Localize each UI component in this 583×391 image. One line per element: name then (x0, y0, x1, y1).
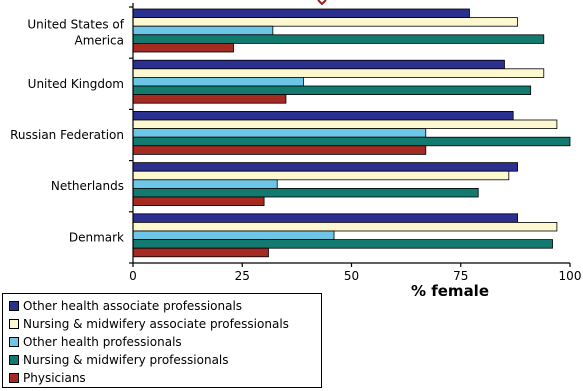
bar-4-2 (132, 170, 510, 181)
bar-1-2 (132, 17, 518, 27)
bar-5-3 (132, 230, 335, 241)
bar-4-4 (132, 187, 479, 198)
bar-4-5 (132, 196, 265, 207)
axes-group (129, 3, 571, 267)
bar-1-1 (132, 8, 470, 19)
category-labels-group: United States of America United Kingdom Rus… (10, 18, 125, 245)
legend-swatch (9, 355, 19, 365)
bar-3-1 (132, 111, 514, 121)
x-tick-label: 0 (129, 269, 137, 283)
legend-item: Physicians (9, 369, 321, 387)
x-tick-label: 50 (344, 269, 359, 283)
category-label: Netherlands (51, 179, 124, 193)
bar-4-1 (132, 162, 518, 172)
bar-3-3 (132, 128, 427, 138)
legend: Other health associate professionals Nurs… (2, 293, 322, 388)
bar-2-3 (132, 77, 304, 87)
category-label: Denmark (69, 230, 124, 244)
bar-1-4 (132, 34, 545, 44)
bar-5-2 (132, 221, 558, 232)
bar-1-5 (132, 43, 234, 53)
title-fragment-mark (317, 0, 327, 6)
bar-2-1 (132, 59, 505, 70)
legend-swatch (9, 337, 19, 347)
bar-2-4 (132, 85, 532, 96)
bar-5-5 (132, 247, 269, 258)
category-label: United Kingdom (28, 77, 124, 91)
category-label: United States of (27, 18, 124, 32)
bars-group (132, 8, 571, 258)
legend-item: Nursing & midwifery professionals (9, 351, 321, 369)
bar-5-1 (132, 213, 518, 223)
bar-3-5 (132, 145, 427, 155)
legend-swatch (9, 373, 19, 383)
legend-item: Other health associate professionals (9, 297, 321, 315)
x-tick-label: 25 (235, 269, 250, 283)
legend-label: Nursing & midwifery professionals (23, 353, 229, 367)
bar-3-2 (132, 119, 558, 130)
bar-4-3 (132, 179, 278, 189)
x-tick-labels-group: 0 25 50 75 100 (129, 269, 581, 283)
legend-label: Other health professionals (23, 335, 182, 349)
bar-5-4 (132, 239, 553, 249)
category-label: America (75, 34, 125, 48)
legend-label: Nursing & midwifery associate profession… (23, 317, 289, 331)
x-tick-label: 100 (559, 269, 582, 283)
legend-label: Physicians (23, 371, 86, 385)
bar-3-4 (132, 136, 571, 147)
x-axis-label: % female (410, 282, 490, 300)
legend-swatch (9, 301, 19, 311)
legend-item: Other health professionals (9, 333, 321, 351)
legend-item: Nursing & midwifery associate profession… (9, 315, 321, 333)
bar-2-2 (132, 68, 545, 78)
category-label: Russian Federation (10, 128, 124, 142)
legend-label: Other health associate professionals (23, 299, 243, 313)
bar-1-3 (132, 25, 274, 36)
legend-swatch (9, 319, 19, 329)
x-tick-label: 75 (453, 269, 468, 283)
bar-chart: United States of America United Kingdom Rus… (10, 0, 581, 283)
bar-2-5 (132, 94, 287, 104)
